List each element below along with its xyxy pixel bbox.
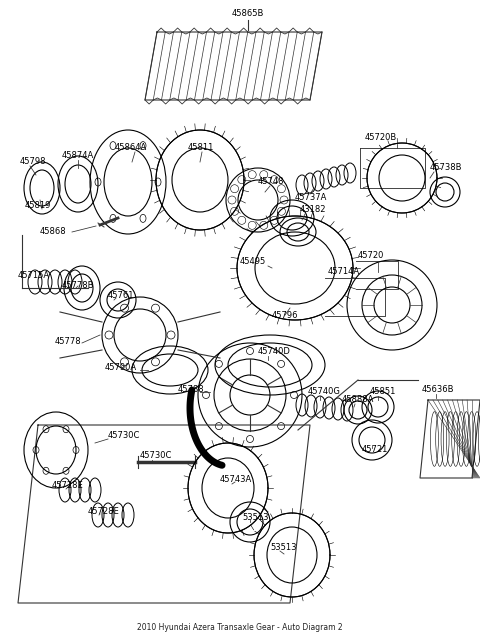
Text: 45796: 45796 bbox=[272, 311, 299, 320]
Text: 53513: 53513 bbox=[242, 514, 268, 523]
Text: 45636B: 45636B bbox=[422, 385, 455, 394]
Text: 45874A: 45874A bbox=[62, 151, 94, 160]
Text: 2010 Hyundai Azera Transaxle Gear - Auto Diagram 2: 2010 Hyundai Azera Transaxle Gear - Auto… bbox=[137, 624, 343, 633]
Text: 45864A: 45864A bbox=[115, 144, 147, 153]
Text: 45778: 45778 bbox=[55, 337, 82, 346]
Text: 45748: 45748 bbox=[258, 178, 285, 187]
Text: 45868: 45868 bbox=[40, 227, 67, 236]
Text: 45728E: 45728E bbox=[52, 481, 84, 489]
Text: 45743A: 45743A bbox=[220, 475, 252, 484]
Text: 45730C: 45730C bbox=[140, 452, 172, 461]
Text: 45778B: 45778B bbox=[62, 281, 95, 289]
Text: 45714A: 45714A bbox=[328, 268, 360, 277]
Text: 45728E: 45728E bbox=[88, 507, 120, 516]
Text: 45819: 45819 bbox=[25, 201, 51, 210]
Text: 45788: 45788 bbox=[178, 385, 204, 394]
Text: 45495: 45495 bbox=[240, 258, 266, 266]
Text: 45737A: 45737A bbox=[295, 194, 327, 203]
Text: 45888A: 45888A bbox=[342, 396, 374, 404]
Text: 45790A: 45790A bbox=[105, 364, 137, 373]
Text: 45798: 45798 bbox=[20, 157, 47, 167]
Text: 45811: 45811 bbox=[188, 144, 215, 153]
Text: 43182: 43182 bbox=[300, 206, 326, 215]
Text: 45740G: 45740G bbox=[308, 387, 341, 397]
Text: 45720B: 45720B bbox=[365, 134, 397, 142]
Text: 45720: 45720 bbox=[358, 250, 384, 259]
Text: 45761: 45761 bbox=[108, 291, 134, 300]
Text: 45730C: 45730C bbox=[108, 431, 140, 440]
Text: 45851: 45851 bbox=[370, 387, 396, 397]
Text: 45740D: 45740D bbox=[258, 348, 291, 357]
Text: 45738B: 45738B bbox=[430, 164, 463, 173]
Text: 45715A: 45715A bbox=[18, 270, 50, 279]
Text: 45721: 45721 bbox=[362, 445, 388, 454]
Text: 53513: 53513 bbox=[270, 544, 297, 553]
Text: 45865B: 45865B bbox=[232, 10, 264, 19]
